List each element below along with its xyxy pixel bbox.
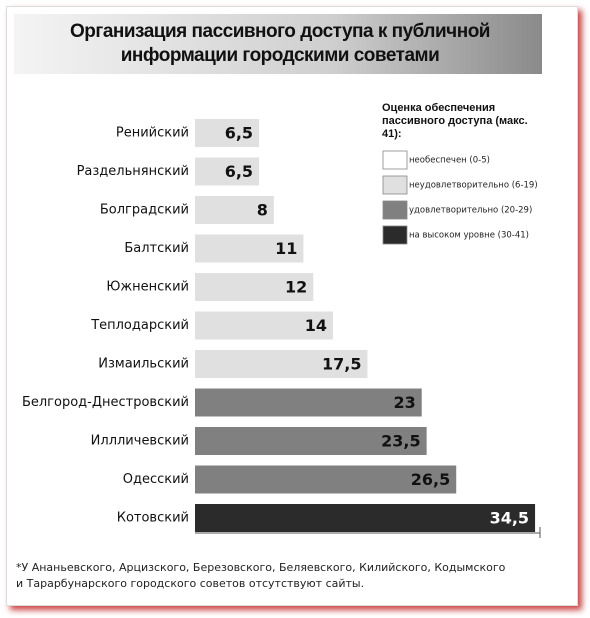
category-label: Белгород-Днестровский bbox=[22, 395, 189, 410]
value-label: 23,5 bbox=[381, 432, 420, 451]
chart-title: Организация пассивного доступа к публичн… bbox=[70, 21, 490, 66]
value-label: 17,5 bbox=[322, 355, 361, 374]
category-label: Болградский bbox=[100, 203, 189, 218]
bar bbox=[195, 465, 457, 494]
bar bbox=[195, 119, 260, 147]
category-label: Одесский bbox=[123, 472, 189, 487]
bar bbox=[195, 350, 368, 378]
value-label: 23 bbox=[393, 393, 415, 412]
category-label: Раздельнянский bbox=[77, 164, 189, 179]
category-label: Измаильский bbox=[98, 357, 189, 372]
category-label: Южненский bbox=[106, 280, 189, 295]
value-label: 8 bbox=[257, 201, 268, 220]
value-label: 34,5 bbox=[490, 509, 529, 528]
legend-label: неудовлетворительно (6-19) bbox=[409, 181, 538, 191]
legend-label: на высоком уровне (30-41) bbox=[409, 231, 529, 241]
category-label: Котовский bbox=[117, 511, 189, 526]
bar bbox=[195, 196, 274, 224]
bar bbox=[195, 427, 427, 455]
value-label: 12 bbox=[285, 278, 307, 297]
legend-swatch bbox=[382, 225, 408, 245]
legend-label: удовлетворительно (20-29) bbox=[409, 206, 532, 216]
category-label: Теплодарский bbox=[90, 318, 189, 333]
bar bbox=[195, 273, 314, 301]
category-label: Ренийский bbox=[116, 126, 189, 141]
category-label: Иллличевский bbox=[91, 434, 189, 449]
bar bbox=[195, 311, 333, 340]
legend-swatch bbox=[382, 200, 408, 220]
value-label: 14 bbox=[305, 316, 327, 335]
footnote: *У Ананьевского, Арцизского, Березовског… bbox=[16, 561, 506, 590]
value-label: 11 bbox=[275, 239, 297, 258]
value-label: 6,5 bbox=[225, 124, 253, 143]
legend-title: Оценка обеспечения пассивного доступа (м… bbox=[382, 102, 528, 140]
bar bbox=[195, 234, 304, 263]
legend-label: необеспечен (0-5) bbox=[409, 156, 490, 166]
value-label: 26,5 bbox=[411, 470, 450, 489]
category-label: Балтский bbox=[124, 241, 189, 256]
title-banner bbox=[14, 14, 542, 74]
bar bbox=[195, 157, 260, 186]
legend-swatch bbox=[382, 175, 408, 195]
bar bbox=[195, 504, 536, 532]
legend-swatch bbox=[382, 150, 408, 170]
bar bbox=[195, 388, 422, 417]
value-label: 6,5 bbox=[225, 162, 253, 181]
